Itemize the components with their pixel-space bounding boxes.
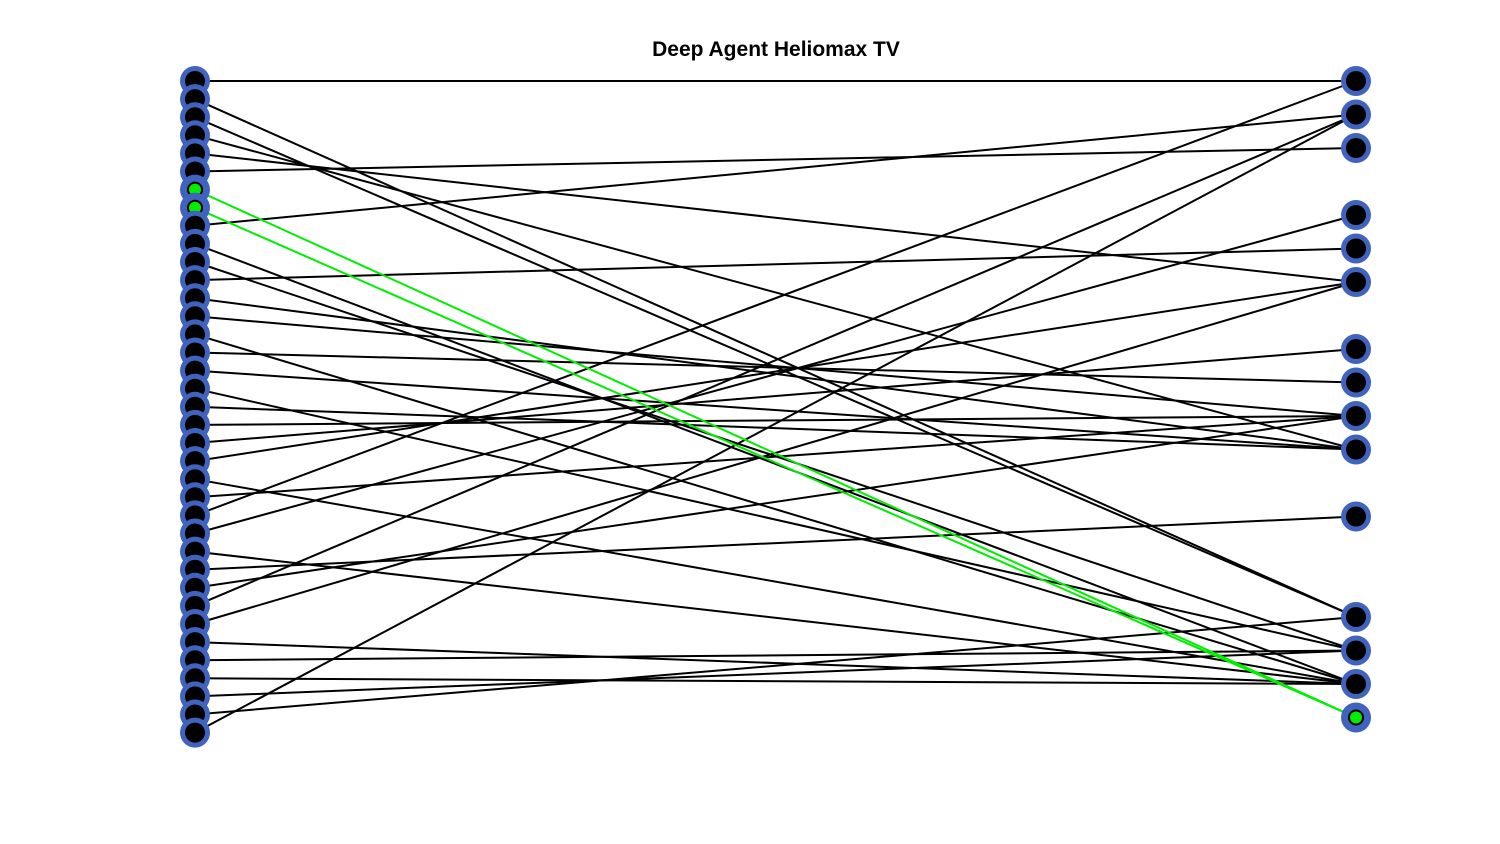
edge — [194, 405, 1357, 451]
edge — [194, 677, 1357, 685]
edge — [194, 214, 1357, 535]
highlighted-edge — [194, 188, 1357, 719]
right-node — [1341, 267, 1371, 297]
right-node — [1341, 401, 1371, 431]
edge — [194, 641, 1357, 685]
edge — [194, 98, 1357, 618]
edge — [194, 415, 1357, 499]
right-node — [1341, 133, 1371, 163]
left-node — [180, 717, 210, 748]
edge — [194, 247, 1357, 282]
edge — [194, 351, 1357, 384]
right-node — [1341, 434, 1371, 465]
highlighted-edge — [194, 206, 1357, 719]
right-node — [1341, 635, 1371, 666]
right-node — [1341, 200, 1371, 230]
right-node — [1341, 66, 1371, 96]
edge — [194, 387, 1357, 652]
edge — [194, 242, 1357, 685]
edges-layer — [194, 80, 1357, 734]
edge — [194, 113, 1357, 607]
edge — [194, 550, 1357, 685]
edge — [194, 80, 1357, 517]
edge — [194, 369, 1357, 451]
edge — [194, 415, 1357, 426]
nodes-layer — [180, 66, 1371, 748]
right-node — [1341, 233, 1371, 264]
edge — [194, 348, 1357, 444]
edge — [194, 616, 1357, 716]
edge — [194, 649, 1357, 698]
right-node-highlighted — [1341, 702, 1371, 733]
edge — [194, 649, 1357, 662]
edge — [194, 113, 1357, 734]
right-node — [1341, 501, 1371, 532]
right-node — [1341, 669, 1371, 699]
edge — [194, 478, 1357, 685]
edge — [194, 147, 1357, 173]
edge — [194, 515, 1357, 571]
edge — [194, 134, 1357, 451]
graph-title: Deep Agent Heliomax TV — [652, 38, 900, 61]
edge — [194, 113, 1357, 227]
right-node — [1341, 602, 1371, 632]
right-node — [1341, 367, 1371, 398]
right-node — [1341, 334, 1371, 364]
edge — [194, 415, 1357, 589]
right-node — [1341, 99, 1371, 130]
edge — [194, 333, 1357, 685]
edge — [194, 315, 1357, 417]
edge — [194, 281, 1357, 463]
edge — [194, 152, 1357, 283]
